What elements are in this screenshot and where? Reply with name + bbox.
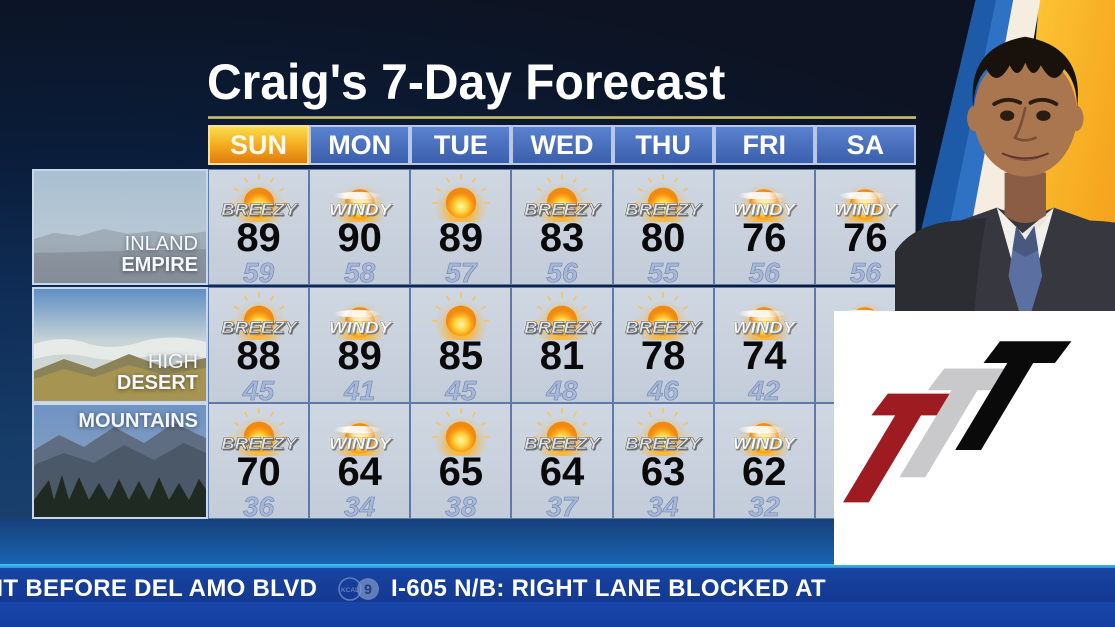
svg-text:KCAL: KCAL xyxy=(341,587,359,594)
svg-text:9: 9 xyxy=(364,581,372,597)
